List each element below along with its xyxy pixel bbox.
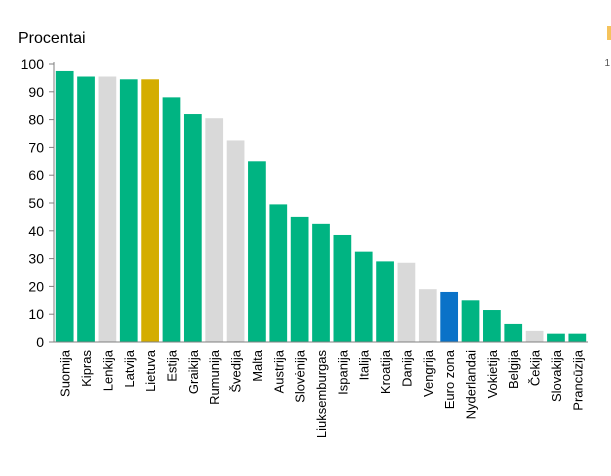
y-tick-label: 80 [28, 112, 44, 128]
x-tick-label: Kipras [79, 350, 94, 387]
bar [418, 289, 437, 342]
bar [205, 118, 224, 343]
x-tick-label: Belgija [506, 349, 521, 389]
x-tick-label: Rumunija [207, 349, 222, 405]
y-tick-label: 50 [28, 195, 44, 211]
bar [397, 262, 416, 342]
y-tick-label: 40 [28, 223, 44, 239]
bar [290, 216, 309, 342]
cropped-edge-text: 1 [604, 58, 610, 69]
y-axis-title: Procentai [18, 30, 86, 47]
bar [568, 333, 587, 342]
x-tick-label: Latvija [122, 349, 137, 387]
y-tick-label: 70 [28, 139, 44, 155]
x-tick-label: Slovakija [549, 349, 564, 402]
bar [119, 79, 138, 342]
y-tick-label: 0 [36, 334, 44, 350]
y-tick-label: 10 [28, 306, 44, 322]
bar [440, 291, 459, 342]
x-tick-label: Nyderlandai [464, 350, 479, 419]
cropped-legend-marker [607, 26, 611, 40]
y-tick-label: 90 [28, 84, 44, 100]
x-tick-label: Suomija [58, 349, 73, 397]
y-tick-label: 30 [28, 251, 44, 267]
x-tick-label: Liuksemburgas [314, 350, 329, 439]
bar [483, 310, 501, 342]
x-tick-label: Vokietija [485, 349, 500, 398]
x-tick-label: Slovėnija [293, 349, 308, 403]
bar [547, 333, 565, 342]
bar [226, 140, 245, 342]
x-tick-label: Čekija [528, 349, 543, 386]
x-tick-label: Lenkija [100, 349, 115, 391]
x-tick-label: Kroatija [378, 349, 393, 394]
bar [55, 70, 74, 342]
bar [162, 97, 181, 342]
bar [525, 330, 544, 342]
x-tick-label: Malta [250, 349, 265, 382]
bar [98, 76, 117, 342]
bar [77, 76, 95, 342]
bar [312, 223, 330, 342]
x-tick-label: Estija [164, 349, 179, 382]
x-tick-label: Italija [357, 349, 372, 380]
bar [269, 204, 288, 342]
y-tick-label: 60 [28, 167, 44, 183]
x-tick-label: Euro zona [442, 349, 457, 409]
bar [333, 234, 352, 342]
bar [376, 261, 394, 342]
x-tick-label: Švedija [229, 349, 244, 392]
x-tick-label: Vengrija [421, 349, 436, 397]
x-tick-label: Danija [399, 349, 414, 387]
x-tick-label: Austrija [271, 349, 286, 393]
x-tick-label: Prancūzija [570, 349, 585, 410]
bar [461, 300, 480, 342]
bar [248, 161, 266, 342]
bar [504, 323, 523, 342]
bar [354, 251, 373, 342]
y-tick-label: 100 [21, 56, 45, 72]
bar [141, 79, 159, 342]
x-tick-label: Lietuva [143, 349, 158, 392]
y-tick-label: 20 [28, 278, 44, 294]
x-tick-label: Ispanija [335, 349, 350, 395]
x-tick-label: Graikija [186, 349, 201, 394]
bar [183, 114, 202, 342]
